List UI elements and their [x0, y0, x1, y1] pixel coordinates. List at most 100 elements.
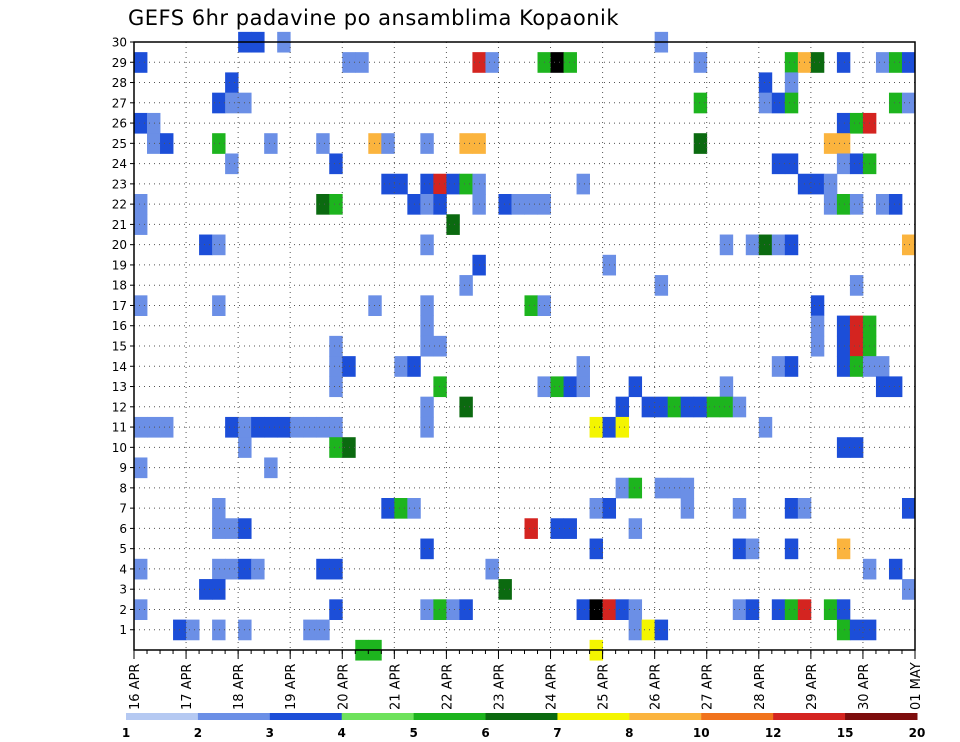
heatmap-cell [563, 518, 577, 539]
heatmap-cell [225, 153, 239, 175]
heatmap-cell [446, 214, 460, 235]
legend-label: 3 [266, 726, 274, 740]
legend-swatch [701, 713, 774, 720]
x-tick-label: 24 APR [545, 664, 560, 710]
y-tick-label: 5 [119, 542, 127, 556]
heatmap-cell [368, 133, 382, 154]
heatmap-cell [550, 52, 564, 73]
heatmap-cell [654, 396, 669, 418]
heatmap-cell [680, 498, 695, 519]
x-tick-label: 26 APR [649, 664, 664, 710]
heatmap-cell [784, 356, 799, 377]
heatmap-cell [615, 416, 630, 438]
heatmap-cell [628, 518, 643, 539]
heatmap-cell [693, 133, 708, 154]
heatmap-cell [836, 153, 851, 175]
heatmap-cell [329, 416, 343, 438]
x-tick-label: 21 APR [388, 664, 403, 710]
heatmap-cell [316, 558, 330, 580]
heatmap-cell [225, 92, 239, 114]
heatmap-cell [784, 153, 799, 175]
heatmap-cell [264, 133, 278, 154]
y-tick-label: 23 [112, 177, 127, 191]
heatmap-cell [459, 275, 473, 296]
heatmap-cell [784, 72, 799, 94]
heatmap-cell [836, 619, 851, 641]
y-tick-label: 15 [112, 340, 127, 354]
heatmap-cell [810, 315, 825, 337]
heatmap-cell [576, 599, 590, 620]
heatmap-cell [784, 234, 799, 256]
heatmap-cell [576, 173, 590, 195]
heatmap-cell [849, 194, 864, 215]
heatmap-cell [212, 498, 226, 519]
heatmap-cell [147, 133, 161, 154]
heatmap-cell [836, 538, 851, 560]
legend-swatch [126, 713, 199, 720]
heatmap-cell [849, 335, 864, 357]
heatmap-cell [589, 538, 603, 560]
heatmap-cell [550, 518, 564, 539]
chart-title: GEFS 6hr padavine po ansamblima Kopaonik [128, 6, 620, 30]
heatmap-cell [420, 315, 434, 337]
legend-label: 8 [625, 726, 633, 740]
y-tick-label: 9 [119, 461, 127, 475]
y-tick-label: 6 [119, 522, 127, 536]
y-tick-label: 8 [119, 481, 127, 495]
x-tick-label: 25 APR [597, 664, 612, 710]
heatmap-cell [615, 599, 630, 620]
y-tick-label: 1 [119, 623, 127, 637]
heatmap-cell [355, 52, 369, 73]
heatmap-cell [628, 376, 643, 398]
heatmap-cell [784, 92, 799, 114]
heatmap-cell [836, 437, 851, 458]
heatmap-cell [823, 194, 838, 215]
heatmap-cell [836, 356, 851, 377]
heatmap-cell [719, 234, 734, 256]
heatmap-cell [758, 72, 773, 94]
heatmap-cell [329, 437, 343, 458]
y-tick-label: 20 [112, 238, 127, 252]
heatmap-cell [628, 619, 643, 641]
heatmap-cell [160, 133, 174, 154]
heatmap-cell [589, 599, 603, 620]
legend-swatch [557, 713, 630, 720]
legend-swatch [269, 713, 343, 720]
heatmap-cell [446, 599, 460, 620]
y-tick-label: 11 [112, 421, 127, 435]
heatmap-cell [693, 92, 708, 114]
heatmap-cell [147, 112, 161, 134]
heatmap-cell [212, 92, 226, 114]
heatmap-cell [641, 396, 656, 418]
heatmap-cell [212, 295, 226, 316]
heatmap-cell [888, 558, 903, 580]
heatmap-cell [420, 416, 434, 438]
heatmap-cell [329, 335, 343, 357]
heatmap-cell [342, 52, 356, 73]
heatmap-cell [628, 477, 643, 499]
heatmap-cell [875, 376, 890, 398]
y-tick-label: 7 [119, 502, 127, 516]
heatmap-cell [225, 518, 239, 539]
heatmap-cell [784, 538, 799, 560]
heatmap-cell [615, 477, 630, 499]
heatmap-cell [381, 173, 395, 195]
heatmap-cell [680, 477, 695, 499]
x-tick-label: 23 APR [492, 664, 507, 710]
heatmap-cell [368, 295, 382, 316]
heatmap-cell [849, 356, 864, 377]
heatmap-cell [316, 133, 330, 154]
heatmap-cell [693, 52, 708, 73]
heatmap-cell [329, 356, 343, 377]
heatmap-cell [849, 437, 864, 458]
heatmap-cell [290, 416, 304, 438]
heatmap-cell [264, 416, 278, 438]
legend-swatch [845, 713, 918, 720]
heatmap-cell [901, 92, 916, 114]
legend-label: 10 [693, 726, 710, 740]
x-tick-label: 29 APR [805, 664, 820, 710]
x-tick-label: 01 MAY [909, 662, 924, 710]
x-tick-label: 18 APR [232, 664, 247, 710]
heatmap-cell [654, 275, 669, 296]
heatmap-cell [485, 52, 499, 73]
